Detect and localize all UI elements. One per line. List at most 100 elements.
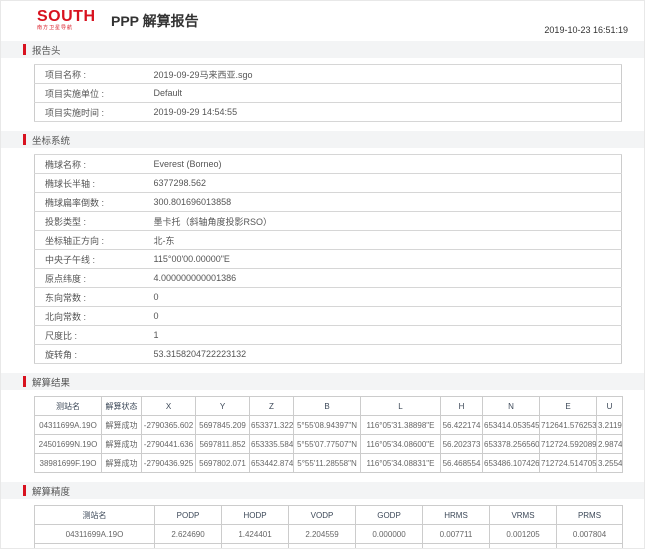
table-header-row: 测站名 PODP HODP VODP GODP HRMS VRMS PRMS xyxy=(34,505,623,525)
table-cell: 653371.322 xyxy=(249,415,294,435)
table-cell: 712641.576253 xyxy=(539,415,597,435)
table-cell: 04311699A.19O xyxy=(34,524,155,544)
table-cell: 0.007804 xyxy=(556,524,623,544)
table-row: 38981699F.19O 解算成功 -2790436.925 5697802.071… xyxy=(34,453,623,473)
table-cell: 04311699A.19O xyxy=(34,415,102,435)
field-value: 300.801696013858 xyxy=(149,192,622,212)
table-cell: 653335.584 xyxy=(249,434,294,454)
section-marker-bar xyxy=(23,134,26,145)
column-header: PODP xyxy=(154,505,222,525)
section-header-solution-results: 解算结果 xyxy=(1,373,644,390)
table-cell: 653442.874 xyxy=(249,453,294,473)
column-header: 测站名 xyxy=(34,505,155,525)
column-header: U xyxy=(596,396,623,416)
table-cell: 38981699F.19O xyxy=(34,453,102,473)
field-value: 6377298.562 xyxy=(149,173,622,193)
field-value: 1 xyxy=(149,325,622,345)
table-cell: 3.211983 xyxy=(596,415,623,435)
kv-row: 椭球名称 : Everest (Borneo) xyxy=(34,154,622,174)
table-cell: 2.421765 xyxy=(154,543,222,548)
table-cell: 0.007711 xyxy=(422,524,490,544)
table-cell: 653486.107426 xyxy=(482,453,540,473)
field-value: Everest (Borneo) xyxy=(149,154,622,174)
table-cell: 0.000000 xyxy=(355,524,423,544)
section-title: 解算精度 xyxy=(32,486,71,498)
section-header-solution-precision: 解算精度 xyxy=(1,482,644,499)
table-cell: 5697845.209 xyxy=(195,415,250,435)
table-cell: 56.468554 xyxy=(440,453,483,473)
kv-row: 原点纬度 :4.000000000001386 xyxy=(34,268,622,288)
field-value: 53.3158204722223132 xyxy=(149,344,622,364)
table-cell: 5°55'08.94397"N xyxy=(293,415,361,435)
section-title: 解算结果 xyxy=(32,377,71,389)
table-row: 04311699A.19O 2.624690 1.424401 2.204559 0.0… xyxy=(34,524,623,544)
column-header: PRMS xyxy=(556,505,623,525)
table-cell: 56.202373 xyxy=(440,434,483,454)
table-cell: 5°55'07.77507"N xyxy=(293,434,361,454)
table-cell: 116°05'31.38898"E xyxy=(360,415,441,435)
field-value: 2019-09-29 14:54:55 xyxy=(149,102,622,122)
field-label: 尺度比 : xyxy=(34,325,150,345)
column-header: VODP xyxy=(288,505,356,525)
table-cell: 解算成功 xyxy=(101,434,142,454)
kv-row: 尺度比 :1 xyxy=(34,325,622,345)
south-logo: SOUTH 南方卫星导航 xyxy=(37,9,96,31)
table-cell: -2790441.636 xyxy=(141,434,196,454)
column-header: 测站名 xyxy=(34,396,102,416)
report-timestamp: 2019-10-23 16:51:19 xyxy=(544,25,628,35)
kv-row: 投影类型 : 墨卡托（斜轴角度投影RSO） xyxy=(34,211,622,231)
field-label: 北向常数 : xyxy=(34,306,150,326)
field-label: 椭球长半轴 : xyxy=(34,173,150,193)
solution-results-table: 测站名 解算状态 X Y Z B L H N E U 04311699A.19O 解算成功 -27903… xyxy=(34,396,623,473)
column-header: H xyxy=(440,396,483,416)
column-header: B xyxy=(293,396,361,416)
column-header: 解算状态 xyxy=(101,396,142,416)
kv-row: 中央子午线 :115°00'00.00000"E xyxy=(34,249,622,269)
field-label: 坐标轴正方向 : xyxy=(34,230,150,250)
table-cell: 24501699N.19O xyxy=(34,434,102,454)
table-row: 04311699A.19O 解算成功 -2790365.602 5697845.209… xyxy=(34,415,623,435)
table-cell: 1.381997 xyxy=(221,543,289,548)
table-cell: 2.624690 xyxy=(154,524,222,544)
table-cell: 2.204559 xyxy=(288,524,356,544)
solution-precision-table: 测站名 PODP HODP VODP GODP HRMS VRMS PRMS 04311699… xyxy=(34,505,623,548)
field-value: 2019-09-29马来西亚.sgo xyxy=(149,64,622,84)
report-head-table: 项目名称 :2019-09-29马来西亚.sgo 项目实施单位 : Default 项… xyxy=(34,64,622,122)
section-header-coordinate-system: 坐标系统 xyxy=(1,131,644,148)
table-cell: 56.422174 xyxy=(440,415,483,435)
field-label: 原点纬度 : xyxy=(34,268,150,288)
section-marker-bar xyxy=(23,44,26,55)
table-cell: 653378.256560 xyxy=(482,434,540,454)
table-row: 24501699N.19O 解算成功 -2790441.636 5697811.852… xyxy=(34,434,623,454)
table-cell: 712724.592089 xyxy=(539,434,597,454)
table-cell: 5°55'11.28558"N xyxy=(293,453,361,473)
column-header: N xyxy=(482,396,540,416)
column-header: L xyxy=(360,396,441,416)
table-cell: 解算成功 xyxy=(101,453,142,473)
field-label: 椭球名称 : xyxy=(34,154,150,174)
table-cell: -2790436.925 xyxy=(141,453,196,473)
field-value: 墨卡托（斜轴角度投影RSO） xyxy=(149,211,622,231)
field-value: 4.000000000001386 xyxy=(149,268,622,288)
column-header: VRMS xyxy=(489,505,557,525)
table-cell: 1.988725 xyxy=(288,543,356,548)
south-logo-text: SOUTH xyxy=(37,8,96,25)
field-label: 中央子午线 : xyxy=(34,249,150,269)
section-title: 坐标系统 xyxy=(32,135,71,147)
south-logo-tagline: 南方卫星导航 xyxy=(37,25,74,31)
field-label: 投影类型 : xyxy=(34,211,150,231)
kv-row: 东向常数 :0 xyxy=(34,287,622,307)
table-cell: 3.255423 xyxy=(596,453,623,473)
field-label: 旋转角 : xyxy=(34,344,150,364)
kv-row: 项目实施时间 :2019-09-29 14:54:55 xyxy=(34,102,622,122)
kv-row: 项目实施单位 : Default xyxy=(34,83,622,103)
column-header: HODP xyxy=(221,505,289,525)
table-cell: 1.424401 xyxy=(221,524,289,544)
kv-row: 椭球扁率倒数 :300.801696013858 xyxy=(34,192,622,212)
field-value: Default xyxy=(149,83,622,103)
table-cell: 2.987493 xyxy=(596,434,623,454)
column-header: X xyxy=(141,396,196,416)
table-cell: 0.067317 xyxy=(422,543,490,548)
table-row: 24501699N.19O2.4217651.3819971.9887250.0… xyxy=(34,543,623,548)
